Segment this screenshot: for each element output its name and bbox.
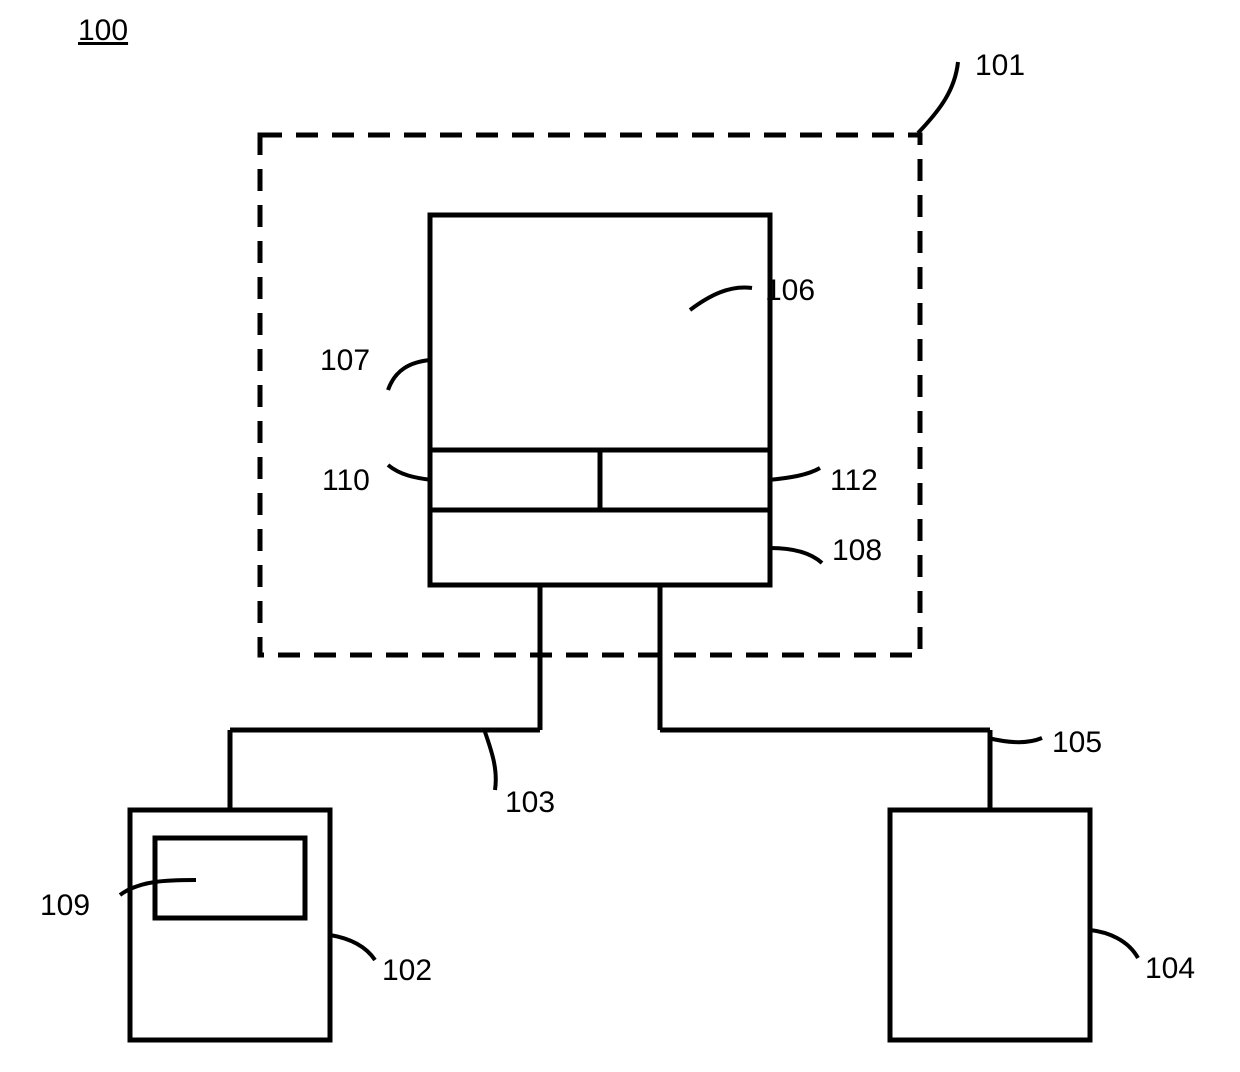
label-109: 109 <box>40 889 90 922</box>
label-106: 106 <box>765 274 815 307</box>
leader-108 <box>770 548 822 563</box>
leader-112 <box>768 468 820 480</box>
leader-105 <box>988 738 1042 742</box>
label-108: 108 <box>832 534 882 567</box>
label-103: 103 <box>505 786 555 819</box>
box-104 <box>890 810 1090 1040</box>
box-102 <box>130 810 330 1040</box>
label-104: 104 <box>1145 952 1195 985</box>
leader-103 <box>485 732 496 790</box>
label-110: 110 <box>322 464 370 497</box>
leader-102 <box>330 935 375 960</box>
leader-107 <box>388 360 430 390</box>
leader-101 <box>918 62 958 133</box>
label-112: 112 <box>830 464 878 497</box>
figure-number-label: 100 <box>78 14 128 47</box>
label-107: 107 <box>320 344 370 377</box>
box-109 <box>155 838 305 918</box>
leader-110 <box>388 465 432 480</box>
label-102: 102 <box>382 954 432 987</box>
label-101: 101 <box>975 49 1025 82</box>
leader-106 <box>690 287 752 310</box>
diagram-canvas: 100 101 106 107 110 112 108 103 105 109 <box>0 0 1240 1072</box>
main-block-outline <box>430 215 770 585</box>
label-105: 105 <box>1052 726 1102 759</box>
leader-104 <box>1090 930 1138 958</box>
